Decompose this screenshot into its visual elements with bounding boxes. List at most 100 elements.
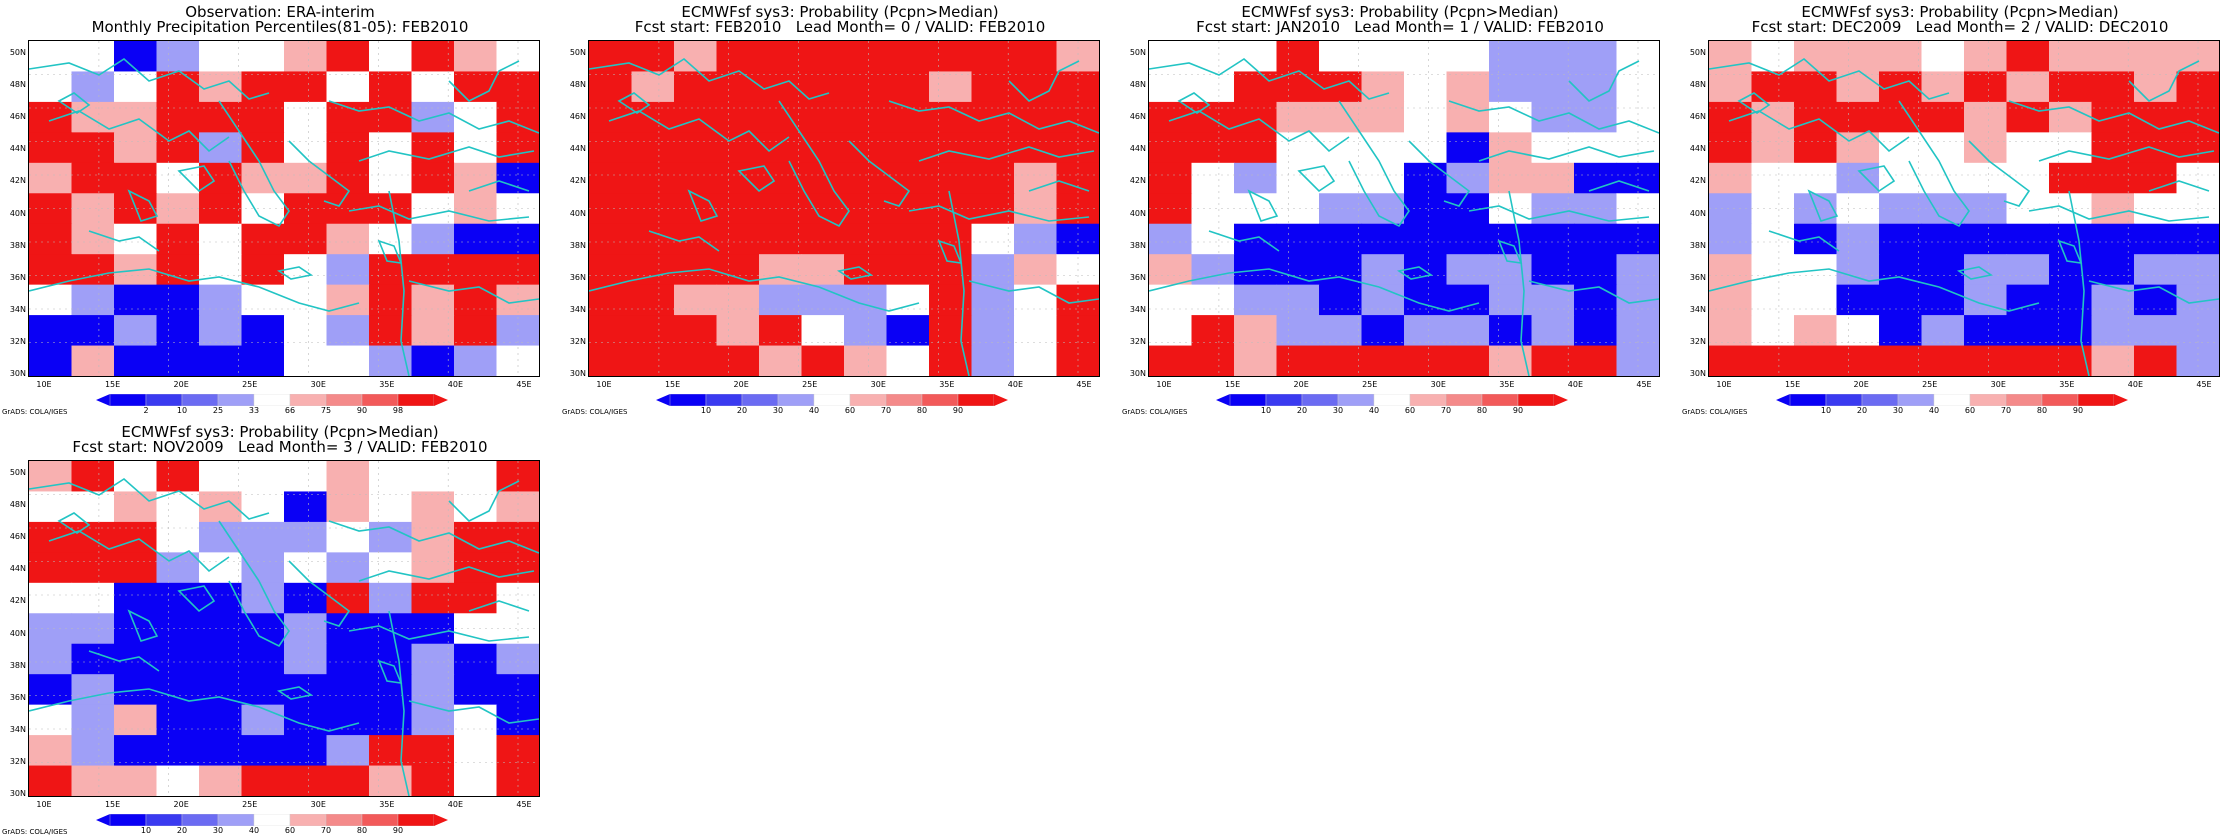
grid-cell <box>1149 223 1193 255</box>
grid-cell <box>411 643 455 675</box>
coastline <box>1497 239 1523 264</box>
colorbar-arrow-low <box>96 814 110 826</box>
colorbar-label: 30 <box>772 406 784 415</box>
grid-cell <box>29 735 73 767</box>
lat-tick-label: 44N <box>9 564 26 574</box>
coastline <box>1448 100 1659 134</box>
colorbar-label: 10 <box>700 406 712 415</box>
grid-cell <box>241 71 285 103</box>
lat-tick-label: 32N <box>9 756 26 766</box>
colorbar-label: 90 <box>392 826 404 835</box>
grid-cell <box>1489 254 1533 286</box>
grid-cell <box>29 345 73 376</box>
grid-cell <box>199 193 243 225</box>
coastline <box>778 100 850 228</box>
coastline <box>589 268 820 292</box>
grid-cell <box>589 162 633 194</box>
lon-tick-label: 35E <box>1499 380 1515 389</box>
colorbar-label: 30 <box>1892 406 1904 415</box>
grid-cell <box>2006 284 2050 316</box>
grid-cell <box>1709 162 1753 194</box>
grid-cell <box>801 223 845 255</box>
grid-cell <box>1574 101 1618 133</box>
grid-cell <box>114 345 158 376</box>
lat-tick-label: 44N <box>9 144 26 154</box>
coastline <box>1568 60 1640 102</box>
grid-cell <box>156 345 200 376</box>
colorbar-segment <box>253 394 291 406</box>
grid-cell <box>369 71 413 103</box>
lat-tick-label: 42N <box>9 596 26 606</box>
grid-cell <box>1751 132 1795 164</box>
coastline <box>888 100 1099 134</box>
coastline <box>836 266 874 280</box>
grid-cell <box>1709 345 1753 376</box>
grid-cell <box>844 162 888 194</box>
grid-cell <box>589 132 633 164</box>
grid-cell <box>2091 193 2135 225</box>
grid-cell <box>674 41 718 73</box>
grid-cell <box>71 491 115 523</box>
grid-cell <box>114 223 158 255</box>
lon-tick-label: 35E <box>379 380 395 389</box>
grid-cell <box>674 71 718 103</box>
grid-cell <box>1014 132 1058 164</box>
grid-cell <box>369 735 413 767</box>
colorbar-segment <box>1301 394 1339 406</box>
grid-cell <box>1794 345 1838 376</box>
coastline <box>177 165 216 193</box>
coastline <box>608 110 790 153</box>
map-plot-area <box>588 40 1100 377</box>
grid-cell <box>199 765 243 796</box>
grads-credit: GrADS: COLA/IGES <box>2 828 68 836</box>
grid-cell <box>241 491 285 523</box>
coastline <box>2128 60 2200 102</box>
lat-tick-label: 30N <box>1129 369 1146 378</box>
lon-tick-label: 45E <box>516 380 532 389</box>
coastline <box>617 92 651 114</box>
colorbar <box>1216 394 1568 406</box>
grid-cell <box>326 735 370 767</box>
colorbar-label: 80 <box>356 826 368 835</box>
grid-cell <box>1056 101 1099 133</box>
lon-tick-label: 15E <box>1784 380 1801 389</box>
grid-cell <box>496 491 539 523</box>
coastline <box>1168 110 1350 153</box>
grid-cell <box>29 674 73 706</box>
grid-cell <box>114 704 158 736</box>
colorbar-label: 90 <box>952 406 964 415</box>
grid-cell <box>326 704 370 736</box>
grid-cell <box>1794 41 1838 73</box>
coastline <box>948 190 970 376</box>
map-plot-area <box>28 460 540 797</box>
grid-cell <box>759 315 803 347</box>
colorbar-label: 70 <box>320 826 332 835</box>
grid-cell <box>1404 223 1448 255</box>
grid-cell <box>1361 345 1405 376</box>
grid-cell <box>29 521 73 553</box>
grid-cell <box>284 735 328 767</box>
grid-cell <box>1794 315 1838 347</box>
coastline <box>29 58 270 100</box>
grid-cell <box>454 552 498 584</box>
grid-cell <box>411 491 455 523</box>
grid-cell <box>716 284 760 316</box>
grid-cell <box>1276 223 1320 255</box>
grid-cell <box>1616 71 1659 103</box>
lon-tick-label: 30E <box>310 380 326 389</box>
grid-cell <box>369 315 413 347</box>
grid-cell <box>631 223 675 255</box>
grid-cell <box>971 345 1015 376</box>
grid-cell <box>1964 71 2008 103</box>
grid-cell <box>241 223 285 255</box>
coastline <box>737 165 776 193</box>
panel-title: ECMWFsf sys3: Probability (Pcpn>Median) <box>1801 3 2119 21</box>
lon-tick-label: 30E <box>310 800 326 809</box>
lat-tick-label: 46N <box>9 112 26 122</box>
grid-cell <box>199 613 243 645</box>
coastline <box>1857 165 1896 193</box>
grid-cell <box>1234 132 1278 164</box>
lat-tick-label: 36N <box>9 272 26 282</box>
colorbar-label: 90 <box>1512 406 1524 415</box>
colorbar <box>96 394 448 406</box>
